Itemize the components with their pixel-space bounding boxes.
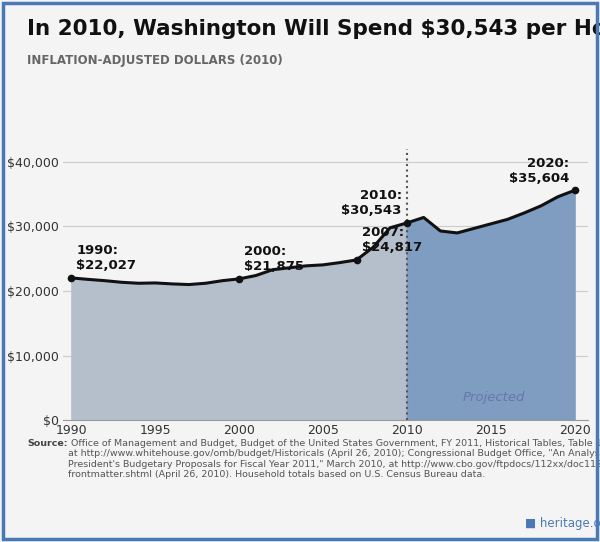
Text: Office of Management and Budget, Budget of the United States Government, FY 2011: Office of Management and Budget, Budget … [68, 439, 600, 479]
Text: Source:: Source: [27, 439, 67, 448]
Text: 1990:
$22,027: 1990: $22,027 [76, 244, 136, 272]
Text: 2010:
$30,543: 2010: $30,543 [341, 189, 402, 217]
Text: INFLATION-ADJUSTED DOLLARS (2010): INFLATION-ADJUSTED DOLLARS (2010) [27, 54, 283, 67]
Text: 2020:
$35,604: 2020: $35,604 [509, 157, 569, 184]
Text: Projected: Projected [463, 391, 525, 404]
Text: 2000:
$21,875: 2000: $21,875 [244, 245, 304, 273]
Text: ■ heritage.org: ■ heritage.org [525, 517, 600, 530]
Text: 2007:
$24,817: 2007: $24,817 [362, 226, 422, 254]
Text: In 2010, Washington Will Spend $30,543 per Household: In 2010, Washington Will Spend $30,543 p… [27, 19, 600, 39]
